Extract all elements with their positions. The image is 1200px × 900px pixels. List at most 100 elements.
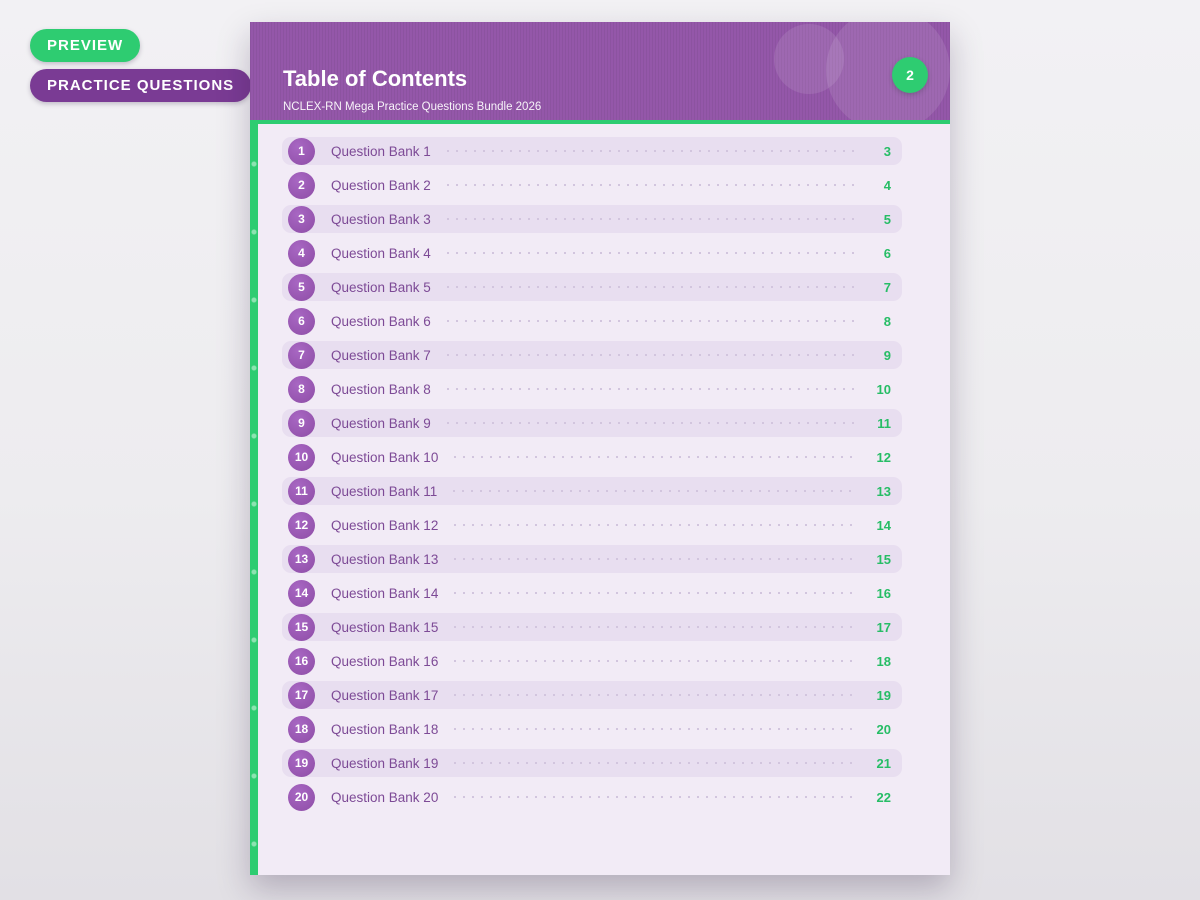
row-page-number: 10: [876, 381, 891, 397]
row-label: Question Bank 19: [331, 755, 439, 771]
row-label: Question Bank 18: [331, 721, 439, 737]
row-label: Question Bank 9: [331, 415, 431, 431]
dotted-leader: [454, 524, 857, 526]
dotted-leader: [454, 660, 857, 662]
row-label: Question Bank 12: [331, 517, 439, 533]
row-label: Question Bank 8: [331, 381, 431, 397]
row-page-number: 14: [876, 517, 891, 533]
row-page-number: 21: [876, 755, 891, 771]
row-label: Question Bank 4: [331, 245, 431, 261]
row-page-number: 5: [883, 211, 891, 227]
dotted-leader: [454, 796, 857, 798]
toc-row: 16 Question Bank 16 18: [282, 647, 902, 675]
dotted-leader: [454, 762, 857, 764]
row-number-badge: 6: [288, 307, 315, 335]
row-number-badge: 7: [288, 341, 315, 369]
decorative-circle: [826, 22, 950, 120]
row-page-number: 18: [876, 653, 891, 669]
toc-row: 13 Question Bank 13 15: [282, 545, 902, 573]
row-number-badge: 3: [288, 205, 315, 233]
row-page-number: 8: [883, 313, 891, 329]
row-number-badge: 18: [288, 715, 315, 743]
row-number-badge: 20: [288, 783, 315, 811]
row-number-badge: 19: [288, 749, 315, 777]
dotted-leader: [454, 626, 857, 628]
toc-row: 11 Question Bank 11 13: [282, 477, 902, 505]
toc-row: 14 Question Bank 14 16: [282, 579, 902, 607]
row-label: Question Bank 20: [331, 789, 439, 805]
page-number-badge: 2: [892, 57, 928, 93]
toc-row: 7 Question Bank 7 9: [282, 341, 902, 369]
row-page-number: 7: [883, 279, 891, 295]
row-number-badge: 17: [288, 681, 315, 709]
row-page-number: 20: [876, 721, 891, 737]
row-number-badge: 14: [288, 579, 315, 607]
toc-row: 10 Question Bank 10 12: [282, 443, 902, 471]
toc-row: 9 Question Bank 9 11: [282, 409, 902, 437]
toc-row: 17 Question Bank 17 19: [282, 681, 902, 709]
row-number-badge: 12: [288, 511, 315, 539]
left-accent-bar: [250, 124, 258, 875]
row-label: Question Bank 16: [331, 653, 439, 669]
toc-row: 15 Question Bank 15 17: [282, 613, 902, 641]
toc-row: 4 Question Bank 4 6: [282, 239, 902, 267]
row-label: Question Bank 17: [331, 687, 439, 703]
page-subtitle: NCLEX-RN Mega Practice Questions Bundle …: [283, 101, 542, 113]
toc-row: 3 Question Bank 3 5: [282, 205, 902, 233]
preview-badge: PREVIEW: [30, 29, 141, 62]
row-page-number: 17: [876, 619, 891, 635]
dotted-leader: [446, 320, 857, 322]
row-page-number: 4: [883, 177, 891, 193]
row-page-number: 6: [883, 245, 891, 261]
row-page-number: 16: [876, 585, 891, 601]
row-number-badge: 5: [288, 273, 315, 301]
row-number-badge: 1: [288, 137, 315, 165]
practice-questions-badge: PRACTICE QUESTIONS: [30, 69, 252, 102]
row-number-badge: 16: [288, 647, 315, 675]
toc-list: 1 Question Bank 1 3 2 Question Bank 2 4 3 Quest…: [282, 137, 902, 817]
row-page-number: 19: [876, 687, 891, 703]
row-label: Question Bank 6: [331, 313, 431, 329]
dotted-leader: [454, 592, 857, 594]
row-number-badge: 8: [288, 375, 315, 403]
dotted-leader: [453, 490, 857, 492]
toc-row: 5 Question Bank 5 7: [282, 273, 902, 301]
dotted-leader: [446, 354, 857, 356]
row-number-badge: 4: [288, 239, 315, 267]
dotted-leader: [446, 252, 857, 254]
row-label: Question Bank 14: [331, 585, 439, 601]
row-page-number: 12: [876, 449, 891, 465]
row-number-badge: 11: [288, 477, 315, 505]
toc-row: 12 Question Bank 12 14: [282, 511, 902, 539]
row-number-badge: 9: [288, 409, 315, 437]
toc-body: 1 Question Bank 1 3 2 Question Bank 2 4 3 Quest…: [250, 124, 950, 875]
toc-row: 6 Question Bank 6 8: [282, 307, 902, 335]
row-page-number: 11: [877, 415, 891, 431]
row-page-number: 15: [876, 551, 891, 567]
row-label: Question Bank 11: [331, 483, 438, 499]
row-label: Question Bank 13: [331, 551, 439, 567]
header-divider: [250, 120, 950, 124]
dotted-leader: [446, 388, 857, 390]
row-page-number: 22: [876, 789, 891, 805]
dotted-leader: [446, 286, 857, 288]
row-number-badge: 2: [288, 171, 315, 199]
row-number-badge: 10: [288, 443, 315, 471]
row-label: Question Bank 15: [331, 619, 439, 635]
toc-row: 2 Question Bank 2 4: [282, 171, 902, 199]
dotted-leader: [454, 558, 857, 560]
page-title: Table of Contents: [283, 66, 468, 91]
dotted-leader: [454, 694, 857, 696]
toc-row: 18 Question Bank 18 20: [282, 715, 902, 743]
dotted-leader: [446, 218, 857, 220]
toc-row: 1 Question Bank 1 3: [282, 137, 902, 165]
decorative-circle: [774, 24, 844, 94]
row-page-number: 9: [883, 347, 891, 363]
dotted-leader: [446, 184, 857, 186]
toc-row: 8 Question Bank 8 10: [282, 375, 902, 403]
row-label: Question Bank 3: [331, 211, 431, 227]
row-number-badge: 15: [288, 613, 315, 641]
row-label: Question Bank 1: [331, 143, 431, 159]
dotted-leader: [446, 422, 857, 424]
document-card: Table of Contents NCLEX-RN Mega Practice…: [250, 22, 950, 875]
